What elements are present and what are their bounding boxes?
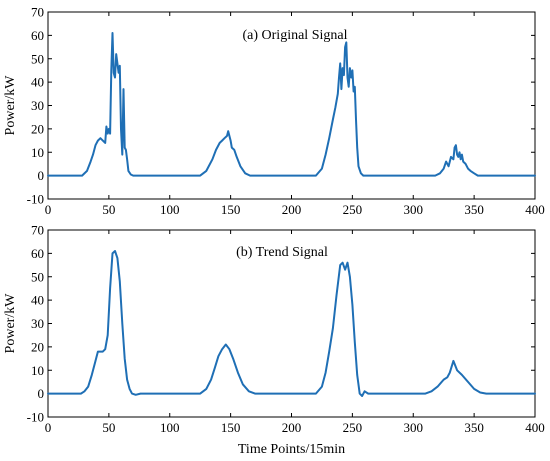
x-tick-label: 400 [525,420,545,435]
x-tick-label: 200 [282,420,302,435]
x-tick-label: 0 [45,420,52,435]
y-tick-label: 70 [31,223,44,238]
chart-a: 0 50 100 150 200 250 300 350 400-100102030405060… [3,5,545,218]
x-tick-label: 100 [160,202,180,217]
x-tick-label: 100 [160,420,180,435]
x-tick-label: 200 [282,202,302,217]
y-tick-label: 50 [31,51,44,66]
x-tick-label: 350 [464,420,484,435]
y-tick-label: 0 [38,386,45,401]
chart-b: 0 50 100 150 200 250 300 350 400-100102030405060… [3,223,545,458]
y-tick-label: 10 [31,145,44,160]
y-tick-label: 20 [31,339,44,354]
x-tick-label: 250 [343,420,363,435]
x-tick-label: 300 [404,202,424,217]
y-tick-label: 10 [31,363,44,378]
series-line [47,250,536,397]
x-tick-label: 350 [464,202,484,217]
y-tick-label: -10 [27,410,44,425]
x-tick-label: 50 [102,202,115,217]
y-tick-label: 20 [31,121,44,136]
panel-annotation: (b) Trend Signal [236,245,328,260]
y-tick-label: 60 [31,246,44,261]
y-tick-label: 30 [31,316,44,331]
y-tick-label: -10 [27,192,44,207]
x-tick-label: 0 [45,202,52,217]
x-tick-label: 150 [221,202,241,217]
panel-annotation: (a) Original Signal [243,28,348,43]
y-tick-label: 50 [31,269,44,284]
y-tick-label: 60 [31,28,44,43]
x-tick-label: 150 [221,420,241,435]
y-tick-label: 30 [31,98,44,113]
y-tick-label: 0 [38,168,45,183]
x-tick-label: 250 [343,202,363,217]
y-tick-label: 40 [31,293,44,308]
x-tick-label: 400 [525,202,545,217]
y-tick-label: 70 [31,5,44,20]
y-tick-label: 40 [31,75,44,90]
y-axis-label: Power/kW [3,293,18,354]
x-axis-label: Time Points/15min [238,442,345,457]
x-tick-label: 300 [404,420,424,435]
y-axis-label: Power/kW [3,75,18,136]
series-line [47,32,536,177]
x-tick-label: 50 [102,420,115,435]
